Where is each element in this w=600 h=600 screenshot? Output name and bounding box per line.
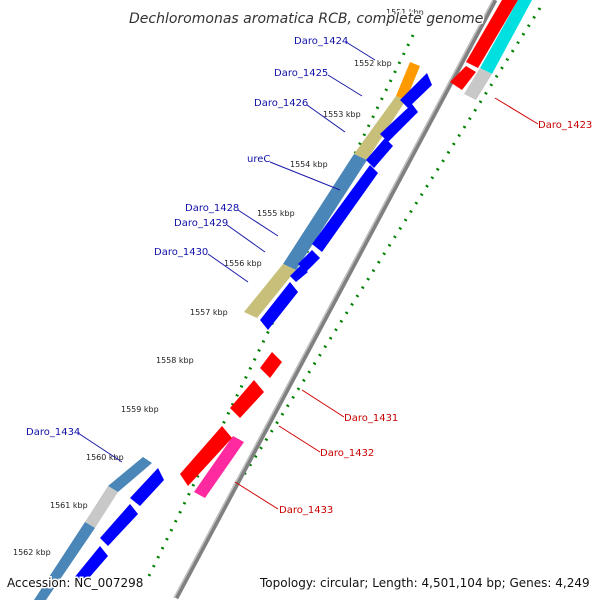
gene-label-daro-1434[interactable]: Daro_1434 — [26, 427, 80, 438]
gene-label-daro-1426[interactable]: Daro_1426 — [254, 98, 308, 109]
gene-label-daro-1424[interactable]: Daro_1424 — [294, 36, 348, 47]
gene-label-daro-1429[interactable]: Daro_1429 — [174, 218, 228, 229]
leader-lines-reverse — [234, 97, 539, 510]
gene-arrow-daro-1434-c[interactable] — [74, 546, 108, 586]
gene-label-daro-1433[interactable]: Daro_1433 — [279, 505, 333, 516]
cog-track-forward — [34, 62, 420, 600]
gene-arrow-urec[interactable] — [312, 165, 378, 252]
forward-genes — [74, 73, 432, 586]
gc-dot-track-left — [146, 34, 415, 579]
gene-arrow-daro-1434-b[interactable] — [100, 504, 138, 546]
gene-label-daro-1428[interactable]: Daro_1428 — [185, 203, 239, 214]
gene-label-urec[interactable]: ureC — [247, 154, 270, 165]
cog-segment-steelblue-lower — [108, 457, 152, 492]
reverse-gene-labels: Daro_1423 Daro_1431 Daro_1432 Daro_1433 — [279, 120, 592, 516]
cog-segment-cyan — [480, 0, 532, 74]
gene-arrow-daro-1426[interactable] — [366, 138, 393, 168]
kbp-label: 1552 kbp — [354, 59, 392, 68]
gene-label-daro-1432[interactable]: Daro_1432 — [320, 448, 374, 459]
gene-arrow-daro-1429[interactable] — [290, 266, 308, 282]
forward-gene-labels: Daro_1424 Daro_1425 Daro_1426 ureC Daro_… — [26, 36, 348, 438]
reverse-genes — [180, 0, 518, 486]
gene-arrow-daro-1431-b[interactable] — [230, 380, 264, 418]
gene-label-daro-1423[interactable]: Daro_1423 — [538, 120, 592, 131]
kbp-label: 1557 kbp — [190, 308, 228, 317]
cog-segment-olive-bottom — [244, 264, 296, 318]
genome-summary-text: Topology: circular; Length: 4,501,104 bp… — [259, 576, 590, 590]
gene-arrow-daro-1431-a[interactable] — [260, 352, 282, 378]
kbp-label: 1558 kbp — [156, 356, 194, 365]
gene-arrow-daro-1425[interactable] — [380, 104, 418, 142]
cog-segment-steelblue — [283, 154, 367, 270]
gene-arrow-daro-1424[interactable] — [400, 73, 432, 108]
gene-label-daro-1431[interactable]: Daro_1431 — [344, 413, 398, 424]
kbp-label: 1559 kbp — [121, 405, 159, 414]
cog-track-reverse — [194, 0, 532, 498]
map-title: Dechloromonas aromatica RCB, complete ge… — [129, 11, 483, 27]
accession-text: Accession: NC_007298 — [7, 576, 143, 590]
kbp-label: 1551 kbp — [386, 8, 424, 17]
cog-segment-olive-top — [354, 96, 406, 160]
cog-segment-gray-top — [464, 68, 492, 100]
genome-backbone — [173, 0, 498, 600]
gene-label-daro-1430[interactable]: Daro_1430 — [154, 247, 208, 258]
gene-arrow-daro-1434-a[interactable] — [130, 468, 164, 506]
gene-arrow-daro-1423[interactable] — [466, 0, 518, 68]
leader-lines-forward — [77, 41, 376, 463]
gene-arrow-daro-1432[interactable] — [180, 426, 232, 486]
gene-label-daro-1425[interactable]: Daro_1425 — [274, 68, 328, 79]
kbp-label: 1562 kbp — [13, 548, 51, 557]
gene-arrow-daro-1423-b[interactable] — [450, 66, 476, 90]
kbp-label: 1560 kbp — [86, 453, 124, 462]
kbp-label: 1553 kbp — [323, 110, 361, 119]
gene-arrow-daro-1428[interactable] — [298, 250, 320, 272]
kbp-label: 1555 kbp — [257, 209, 295, 218]
kbp-label: 1561 kbp — [50, 501, 88, 510]
cog-segment-orange — [396, 62, 420, 100]
kbp-label: 1554 kbp — [290, 160, 328, 169]
cog-segment-steelblue-bottom — [34, 522, 95, 600]
kbp-ticks: 1551 kbp 1552 kbp 1553 kbp 1554 kbp 1555… — [13, 8, 424, 557]
kbp-label: 1556 kbp — [224, 259, 262, 268]
gene-arrow-daro-1430[interactable] — [260, 282, 298, 330]
cog-segment-magenta — [194, 436, 244, 498]
cog-segment-gray-lower — [85, 486, 118, 528]
